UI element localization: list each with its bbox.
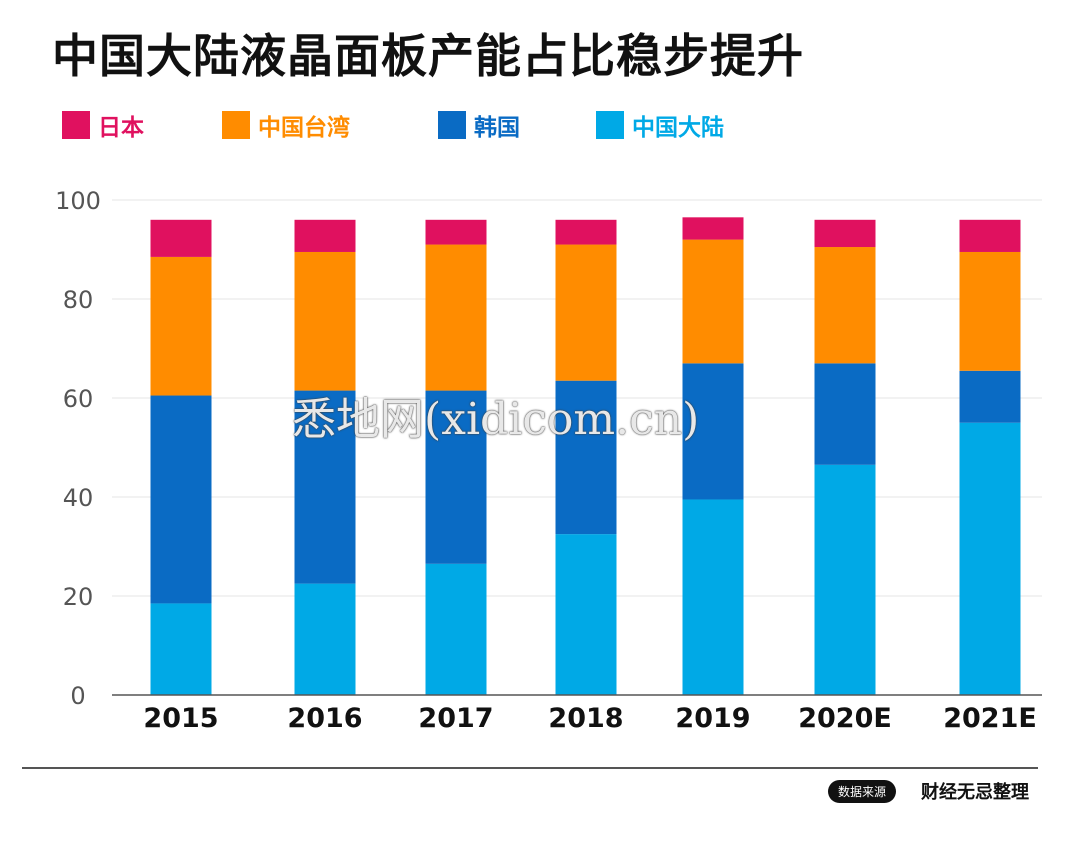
legend-swatch — [438, 111, 466, 139]
bar-segment — [959, 219, 1021, 252]
y-tick-label: 100 — [55, 187, 101, 215]
y-tick-label: 40 — [63, 484, 94, 512]
legend-label: 中国台湾 — [258, 115, 350, 141]
watermark-text: 悉地网(xidicom.cn) — [292, 394, 700, 445]
legend-label: 日本 — [98, 115, 144, 141]
legend: 日本 中国台湾 韩国 中国大陆 — [62, 108, 962, 142]
bar-segment — [150, 219, 212, 257]
bar-segment — [425, 244, 487, 391]
legend-swatch — [62, 111, 90, 139]
x-tick-label: 2020E — [798, 703, 892, 734]
bar-segment — [150, 603, 212, 695]
bar-segment — [425, 219, 487, 245]
bar-segment — [682, 363, 744, 500]
legend-item-taiwan: 中国台湾 — [222, 108, 350, 142]
bar-segment — [959, 422, 1021, 695]
bar-segment — [294, 219, 356, 252]
source-badge: 数据来源 — [828, 780, 897, 803]
bar-segment — [682, 239, 744, 364]
legend-item-japan: 日本 — [62, 108, 144, 142]
bar-segment — [814, 464, 876, 695]
stacked-bar-chart: 0 20 40 60 80 100 2015 2016 2017 2018 2019 2020E 202… — [55, 187, 1042, 734]
bar-segment — [959, 370, 1021, 423]
legend-swatch — [596, 111, 624, 139]
y-tick-label: 0 — [70, 682, 85, 710]
x-tick-label: 2017 — [418, 703, 493, 734]
bar-segment — [150, 256, 212, 396]
legend-swatch — [222, 111, 250, 139]
bar-segment — [294, 390, 356, 584]
legend-item-mainland: 中国大陆 — [596, 108, 724, 142]
legend-label: 韩国 — [474, 115, 520, 141]
footer-divider — [22, 767, 1038, 769]
bar-segment — [959, 251, 1021, 371]
source-text: 财经无忌整理 — [921, 782, 1029, 803]
y-tick-label: 20 — [63, 583, 94, 611]
x-tick-label: 2019 — [675, 703, 750, 734]
y-tick-label: 60 — [63, 385, 94, 413]
chart-title: 中国大陆液晶面板产能占比稳步提升 — [52, 29, 804, 83]
bar-segment — [294, 251, 356, 391]
bar-segment — [814, 247, 876, 364]
bar-segment — [555, 244, 617, 381]
legend-item-korea: 韩国 — [438, 108, 520, 142]
bar-segment — [814, 219, 876, 248]
x-tick-label: 2016 — [287, 703, 362, 734]
bar-segment — [682, 217, 744, 240]
bar-segment — [425, 563, 487, 695]
bar-segment — [555, 380, 617, 535]
y-tick-label: 80 — [63, 286, 94, 314]
bar-segment — [555, 219, 617, 245]
x-tick-label: 2015 — [143, 703, 218, 734]
bar-segment — [555, 534, 617, 695]
x-tick-label: 2018 — [548, 703, 623, 734]
bar-segment — [425, 390, 487, 564]
bar-segment — [150, 395, 212, 604]
bar-segment — [814, 363, 876, 465]
bar-segment — [294, 583, 356, 695]
x-tick-label: 2021E — [943, 703, 1037, 734]
legend-label: 中国大陆 — [632, 115, 724, 141]
bar-segment — [682, 499, 744, 695]
